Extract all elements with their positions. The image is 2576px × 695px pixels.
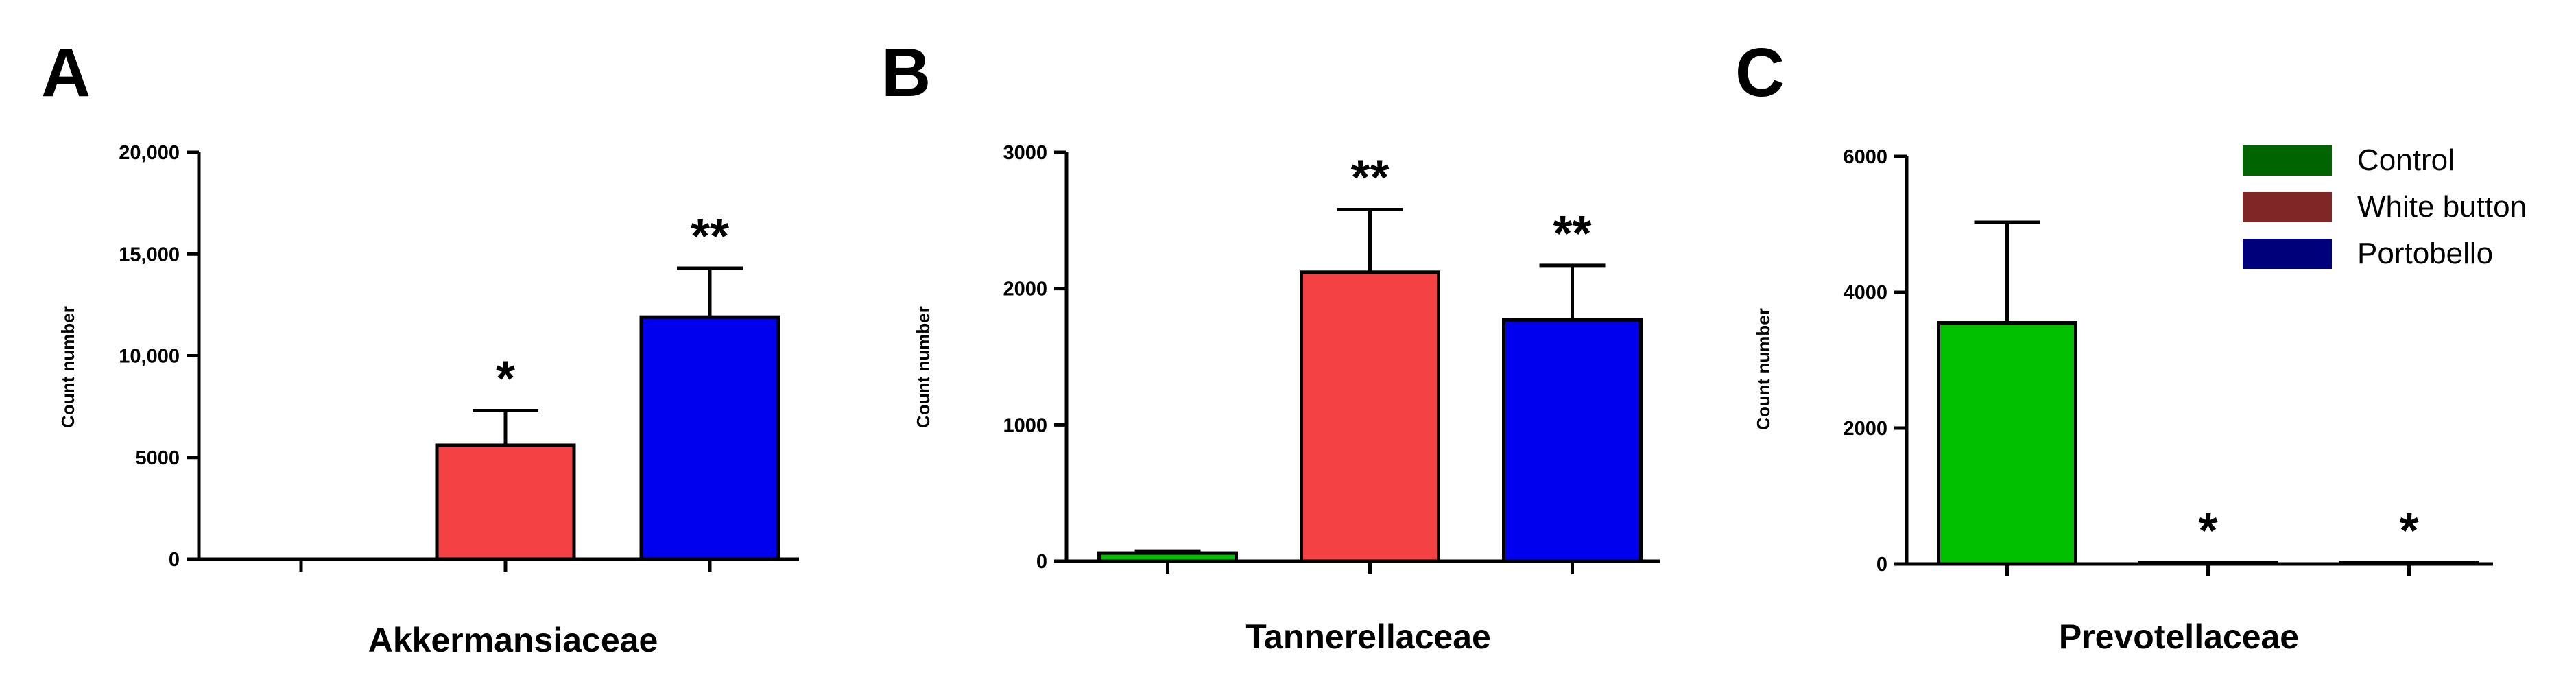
y-tick-label: 3000 [1003,142,1047,164]
y-tick-label: 15,000 [119,244,180,266]
bar-control [1097,551,1238,563]
y-tick-label: 1000 [1003,414,1047,436]
y-tick-label: 2000 [1843,418,1887,440]
bar-control [1937,321,2077,566]
significance-marker: * [2399,504,2418,558]
panel-label: C [1735,34,1785,111]
legend-swatch [2243,239,2332,269]
chart-title: Tannerellaceae [1245,617,1491,656]
chart-title: Prevotellaceae [2059,617,2299,656]
y-tick-label: 4000 [1843,282,1887,304]
y-tick-label: 0 [169,549,180,571]
y-tick-label: 5000 [135,447,180,469]
legend: Control White button Portobello [2243,143,2527,270]
significance-marker: * [496,352,515,407]
bar-portobello [1502,318,1643,563]
y-axis-label: Count number [58,306,78,428]
legend-label: Control [2357,143,2455,177]
bar-white-button [2138,561,2278,566]
y-tick-label: 10,000 [119,346,180,368]
y-tick-label: 20,000 [119,142,180,164]
y-tick-label: 0 [1876,554,1887,576]
y-axis-label: Count number [1753,308,1774,430]
chart-title: Akkermansiaceae [368,621,658,659]
bar-portobello [639,315,780,561]
significance-marker: ** [691,209,729,264]
bar-portobello [2339,561,2479,566]
chart-panel-b: B 0 1000 2000 3000 Count number ** ** Tannerella… [881,34,1660,656]
significance-marker: ** [1553,207,1591,261]
legend-label: Portobello [2357,237,2493,270]
bar-white-button [1300,270,1440,563]
legend-swatch [2243,192,2332,222]
y-tick-label: 6000 [1843,146,1887,168]
panel-label: A [41,34,91,111]
legend-swatch [2243,145,2332,176]
y-tick-label: 0 [1036,551,1047,573]
significance-marker: * [2198,504,2217,558]
chart-panel-c: C 0 2000 4000 6000 Count number * * Prevotellace… [1735,34,2493,656]
panel-label: B [881,34,931,111]
legend-label: White button [2357,190,2527,224]
significance-marker: ** [1350,150,1389,205]
y-tick-label: 2000 [1003,279,1047,301]
bar-white-button [435,443,576,561]
y-axis-label: Count number [913,306,933,428]
